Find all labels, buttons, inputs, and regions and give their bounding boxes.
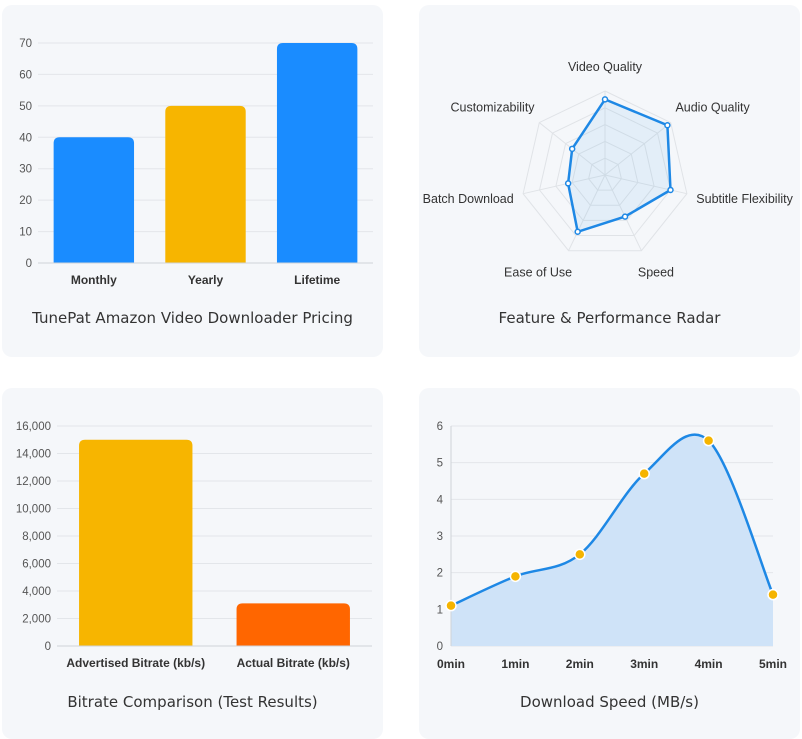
data-point (574, 548, 586, 561)
y-tick-label: 6 (437, 421, 443, 433)
x-tick-label: Advertised Bitrate (kb/s) (66, 656, 205, 670)
chart-title: Bitrate Comparison (Test Results) (67, 693, 318, 711)
y-tick-label: 0 (437, 641, 443, 653)
y-tick-label: 5 (437, 458, 443, 470)
bar (236, 603, 350, 646)
x-tick-label: 0min (437, 657, 465, 671)
data-point (767, 588, 779, 601)
data-point (638, 467, 650, 480)
data-point (702, 434, 715, 447)
radar-point (621, 213, 629, 220)
y-tick-label: 16,000 (16, 421, 51, 433)
y-tick-label: 1 (437, 604, 443, 616)
radar-point (664, 121, 671, 129)
x-tick-label: Lifetime (294, 273, 340, 287)
y-tick-label: 6,000 (22, 559, 51, 571)
radar-grid-ring (538, 107, 672, 236)
y-tick-label: 10,000 (16, 504, 51, 516)
x-tick-label: Yearly (188, 273, 224, 287)
x-tick-label: 5min (759, 657, 787, 671)
y-tick-label: 8,000 (22, 531, 51, 543)
radar-point (574, 228, 581, 236)
area-fill (451, 434, 773, 646)
x-tick-label: Actual Bitrate (kb/s) (237, 656, 350, 670)
radar-spoke (522, 174, 606, 195)
x-tick-label: 2min (566, 657, 594, 671)
x-tick-label: 3min (630, 657, 658, 671)
speed-chart-card: 0 1 2 3 4 5 6 0min 1min 2min 3min 4min 5min Download… (419, 388, 800, 739)
bar (79, 439, 193, 646)
y-tick-label: 4 (437, 494, 444, 506)
radar-point (601, 96, 609, 103)
chart-title: TunePat Amazon Video Downloader Pricing (32, 309, 353, 327)
radar-axis-label: Speed (638, 265, 674, 279)
radar-axis-label: Batch Download (423, 192, 514, 206)
pricing-bar-chart: 0 10 20 30 40 50 60 70 Monthly Yearly Lifetime (19, 38, 373, 287)
y-tick-label: 50 (19, 101, 32, 113)
bar (53, 137, 135, 263)
radar-point (568, 145, 576, 153)
radar-grid-ring (522, 90, 688, 252)
y-tick-label: 20 (19, 195, 32, 207)
radar-grid-ring (588, 157, 622, 191)
radar-axis-label: Ease of Use (504, 265, 572, 279)
pricing-chart-card: 0 10 20 30 40 50 60 70 Monthly Yearly Lifetime Tun… (2, 5, 383, 357)
y-tick-label: 10 (19, 227, 32, 239)
radar-axis-label: Customizability (450, 101, 535, 115)
chart-title: Download Speed (MB/s) (520, 693, 699, 711)
bitrate-bar-chart: 0 2,000 4,000 6,000 8,000 10,000 12,000 14,000 1… (16, 421, 372, 670)
data-point (445, 599, 457, 612)
bar (276, 43, 358, 263)
radar-chart-card: Video Quality Audio Quality Subtitle Flexi… (419, 5, 800, 357)
y-tick-label: 40 (19, 132, 32, 144)
y-tick-label: 0 (26, 258, 32, 270)
y-tick-label: 60 (19, 69, 32, 81)
radar-spoke (604, 174, 642, 251)
radar-axis-label: Audio Quality (675, 101, 750, 115)
y-tick-label: 12,000 (16, 476, 51, 488)
y-tick-label: 14,000 (16, 449, 51, 461)
y-tick-label: 3 (437, 531, 443, 543)
radar-grid-ring (571, 140, 639, 206)
x-tick-label: Monthly (71, 273, 117, 287)
x-tick-label: 4min (695, 657, 723, 671)
feature-radar-chart: Video Quality Audio Quality Subtitle Flexi… (423, 60, 794, 279)
y-tick-label: 0 (45, 641, 51, 653)
y-tick-label: 70 (19, 38, 32, 50)
radar-spoke (568, 174, 606, 251)
radar-grid-ring (555, 124, 655, 221)
bitrate-chart-card: 0 2,000 4,000 6,000 8,000 10,000 12,000 14,000 1… (2, 388, 383, 739)
x-tick-label: 1min (501, 657, 529, 671)
data-point (509, 570, 522, 583)
y-tick-label: 4,000 (22, 586, 51, 598)
radar-spoke (604, 122, 671, 176)
radar-axis-label: Subtitle Flexibility (696, 192, 793, 206)
download-speed-chart: 0 1 2 3 4 5 6 0min 1min 2min 3min 4min 5min (437, 421, 787, 671)
chart-title: Feature & Performance Radar (498, 309, 721, 327)
radar-axis-label: Video Quality (568, 60, 643, 74)
radar-series-polygon (566, 97, 672, 234)
y-tick-label: 30 (19, 164, 32, 176)
radar-point (564, 180, 572, 187)
radar-point (667, 186, 674, 194)
y-tick-label: 2,000 (22, 614, 51, 626)
y-tick-label: 2 (437, 568, 443, 580)
bar (165, 105, 246, 263)
